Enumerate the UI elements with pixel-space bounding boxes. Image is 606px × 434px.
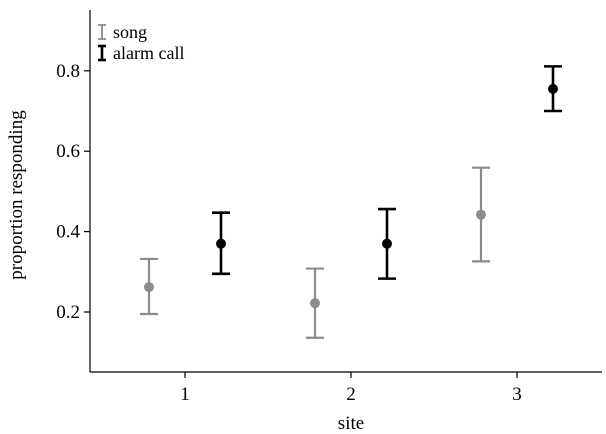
y-tick-label: 0.4 [56, 222, 80, 243]
data-points [140, 65, 562, 339]
error-bar-point [544, 65, 562, 113]
data-point-marker [310, 298, 320, 309]
y-axis-ticks: 0.2 0.4 0.6 0.8 [56, 61, 90, 323]
legend-label: song [113, 22, 147, 42]
error-bar-point [378, 207, 396, 280]
data-point-marker [548, 83, 558, 94]
legend-label: alarm call [113, 43, 184, 63]
y-tick-label: 0.8 [56, 61, 80, 82]
data-point-marker [476, 209, 486, 220]
y-axis-label: proportion responding [6, 110, 27, 280]
error-bar-point [212, 211, 230, 276]
error-bar-point [306, 267, 324, 339]
x-tick-label: 1 [180, 384, 190, 405]
x-axis-label: site [338, 413, 364, 434]
x-axis-ticks: 1 2 3 [180, 372, 522, 405]
error-bar-point [140, 257, 158, 316]
error-bar-point [472, 166, 490, 263]
data-point-marker [144, 282, 154, 293]
y-tick-label: 0.6 [56, 141, 80, 162]
x-tick-label: 3 [512, 384, 522, 405]
data-point-marker [216, 238, 226, 249]
data-point-marker [382, 238, 392, 249]
y-tick-label: 0.2 [56, 302, 80, 323]
x-tick-label: 2 [346, 384, 356, 405]
